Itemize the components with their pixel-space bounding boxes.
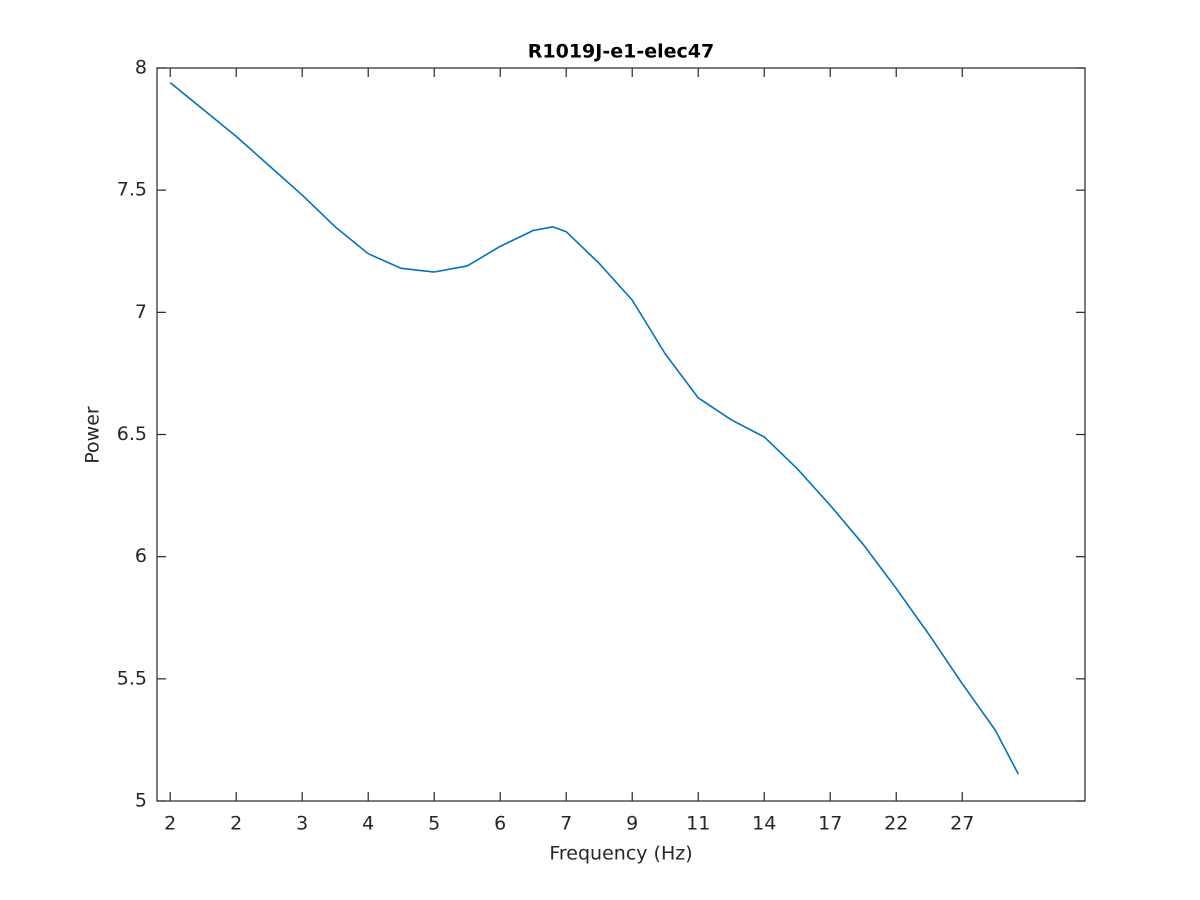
y-axis-label: Power <box>82 406 104 464</box>
x-axis-label: Frequency (Hz) <box>549 843 692 865</box>
y-tick-label: 7.5 <box>117 179 147 201</box>
x-tick-label: 3 <box>296 813 308 835</box>
chart-title: R1019J-e1-elec47 <box>528 41 714 63</box>
y-tick-label: 7 <box>135 301 147 323</box>
y-tick-label: 5 <box>135 790 147 812</box>
x-tick-label: 6 <box>494 813 506 835</box>
x-tick-label: 9 <box>626 813 638 835</box>
y-tick-label: 8 <box>135 57 147 79</box>
x-tick-label: 22 <box>884 813 908 835</box>
y-tick-label: 6.5 <box>117 423 147 445</box>
y-tick-label: 5.5 <box>117 667 147 689</box>
x-tick-label: 14 <box>752 813 776 835</box>
x-tick-label: 4 <box>362 813 374 835</box>
x-tick-label: 17 <box>818 813 842 835</box>
y-tick-label: 6 <box>135 545 147 567</box>
x-tick-label: 2 <box>230 813 242 835</box>
x-tick-label: 7 <box>560 813 572 835</box>
x-tick-label: 27 <box>950 813 974 835</box>
axes-box <box>156 67 1086 802</box>
data-line <box>169 82 1020 775</box>
x-tick-label: 5 <box>428 813 440 835</box>
x-tick-label: 11 <box>686 813 710 835</box>
x-tick-label: 2 <box>164 813 176 835</box>
